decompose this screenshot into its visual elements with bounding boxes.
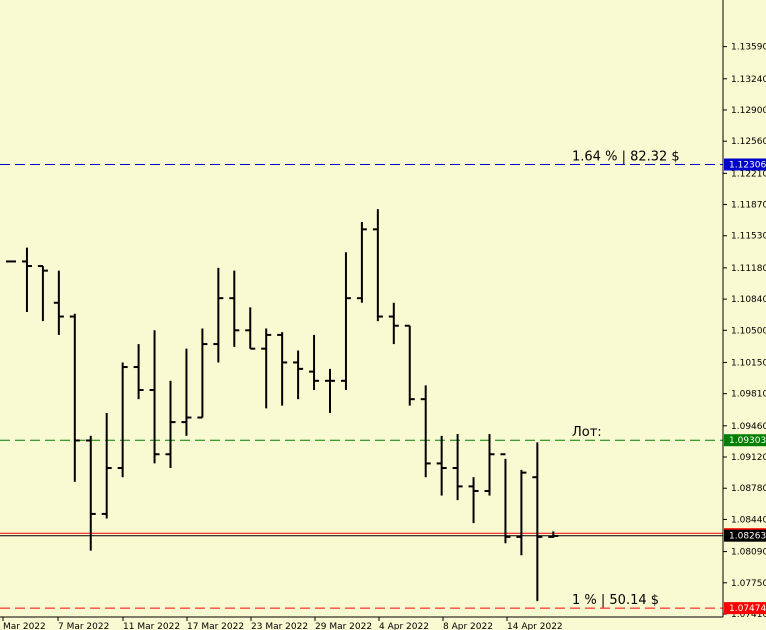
date-tick-label: 29 Mar 2022 <box>315 622 372 630</box>
price-tick-label: 1.13590 <box>731 43 766 53</box>
ohlc-bar <box>484 434 495 496</box>
price-tag-label: 1.07474 <box>729 604 766 614</box>
price-tick-label: 1.09810 <box>731 390 766 400</box>
date-tick-label: 14 Apr 2022 <box>507 622 563 630</box>
ohlc-bars <box>6 209 559 602</box>
level-annotation: 1.64 % | 82.32 $ <box>572 150 680 165</box>
price-tick-label: 1.07750 <box>731 579 766 589</box>
ohlc-bar <box>213 267 224 363</box>
price-tick-label: 1.08090 <box>731 548 766 558</box>
ohlc-bar <box>404 324 415 406</box>
ohlc-bar <box>133 344 144 400</box>
price-tick-label: 1.12560 <box>731 137 766 147</box>
price-tag-bg <box>724 529 766 542</box>
ohlc-bar <box>452 434 463 501</box>
ohlc-bar <box>261 328 272 409</box>
ohlc-bar <box>309 334 320 390</box>
ohlc-bar <box>101 412 112 519</box>
price-tick-label: 1.08440 <box>731 515 766 525</box>
date-tick-label: 4 Apr 2022 <box>379 622 429 630</box>
price-tag: 1.09303 <box>724 434 766 447</box>
price-tag: 1.12306 <box>724 158 766 171</box>
price-tick-label: 1.10840 <box>731 295 766 305</box>
ohlc-bar <box>37 265 48 322</box>
ohlc-bar <box>229 270 240 347</box>
price-tick-label: 1.10150 <box>731 358 766 368</box>
price-tick-label: 1.09120 <box>731 453 766 463</box>
ohlc-bar <box>340 252 351 390</box>
ohlc-bar <box>197 328 208 419</box>
ohlc-bar <box>420 385 431 478</box>
price-tags: 1.12306 1.09303 1.08263 1.07474 <box>724 158 766 615</box>
price-tick-label: 1.13240 <box>731 75 766 85</box>
ohlc-bar <box>548 531 559 538</box>
price-tick-label: 1.08780 <box>731 484 766 494</box>
ohlc-bar <box>325 368 335 413</box>
price-tag-bg <box>724 602 766 615</box>
level-annotations: 1.64 % | 82.32 $ Лот: 1 % | 50.14 $ <box>572 150 680 609</box>
ohlc-bar <box>532 442 543 602</box>
price-tag-label: 1.12306 <box>729 161 766 171</box>
ohlc-bar <box>356 221 367 303</box>
ohlc-bar <box>165 380 176 469</box>
ohlc-bar <box>277 332 288 406</box>
date-tick-label: 17 Mar 2022 <box>187 622 244 630</box>
price-tick-label: 1.11530 <box>731 232 766 242</box>
price-axis: 1.13590 1.13240 1.12900 1.12560 1.12210 1.118… <box>723 43 766 620</box>
date-tick-label: 11 Mar 2022 <box>123 622 180 630</box>
ohlc-bar <box>245 307 256 350</box>
ohlc-bar <box>181 348 192 436</box>
price-tick-label: 1.12210 <box>731 169 766 179</box>
price-tick-label: 1.11180 <box>731 264 766 274</box>
date-tick-label: 8 Apr 2022 <box>443 622 493 630</box>
ohlc-bar <box>149 330 160 464</box>
price-tag-bg <box>724 434 766 447</box>
level-annotation: 1 % | 50.14 $ <box>572 593 659 608</box>
ohlc-bar <box>69 313 80 482</box>
level-lines <box>0 164 723 609</box>
ohlc-bar <box>85 435 96 551</box>
time-axis: Mar 2022 7 Mar 2022 11 Mar 2022 17 Mar 2022… <box>2 617 563 630</box>
price-tick-label: 1.09460 <box>731 422 766 432</box>
ohlc-bar <box>500 453 511 544</box>
price-tick-label: 1.12900 <box>731 106 766 116</box>
ohlc-bar <box>117 362 128 478</box>
price-tick-label: 1.07410 <box>731 610 766 620</box>
ohlc-bar <box>468 477 479 524</box>
ohlc-bar <box>53 270 64 335</box>
ohlc-bar <box>372 209 383 322</box>
date-tick-label: 7 Mar 2022 <box>58 622 109 630</box>
price-tag: 1.08263 <box>724 529 766 542</box>
ohlc-bar <box>516 469 527 556</box>
price-tick-label: 1.11870 <box>731 201 766 211</box>
price-tag: 1.07474 <box>724 602 766 615</box>
ohlc-bar <box>21 247 32 312</box>
price-tick-label: 1.10500 <box>731 326 766 336</box>
price-tag-bg <box>724 158 766 171</box>
price-tag-label: 1.09303 <box>729 436 766 446</box>
date-tick-label: 23 Mar 2022 <box>251 622 308 630</box>
ohlc-bar <box>388 302 399 345</box>
price-tag-label: 1.08263 <box>729 532 766 542</box>
ohlc-bar <box>293 350 304 400</box>
date-tick-label: Mar 2022 <box>3 622 46 630</box>
ohlc-bar <box>436 435 447 496</box>
level-annotation: Лот: <box>572 425 602 440</box>
